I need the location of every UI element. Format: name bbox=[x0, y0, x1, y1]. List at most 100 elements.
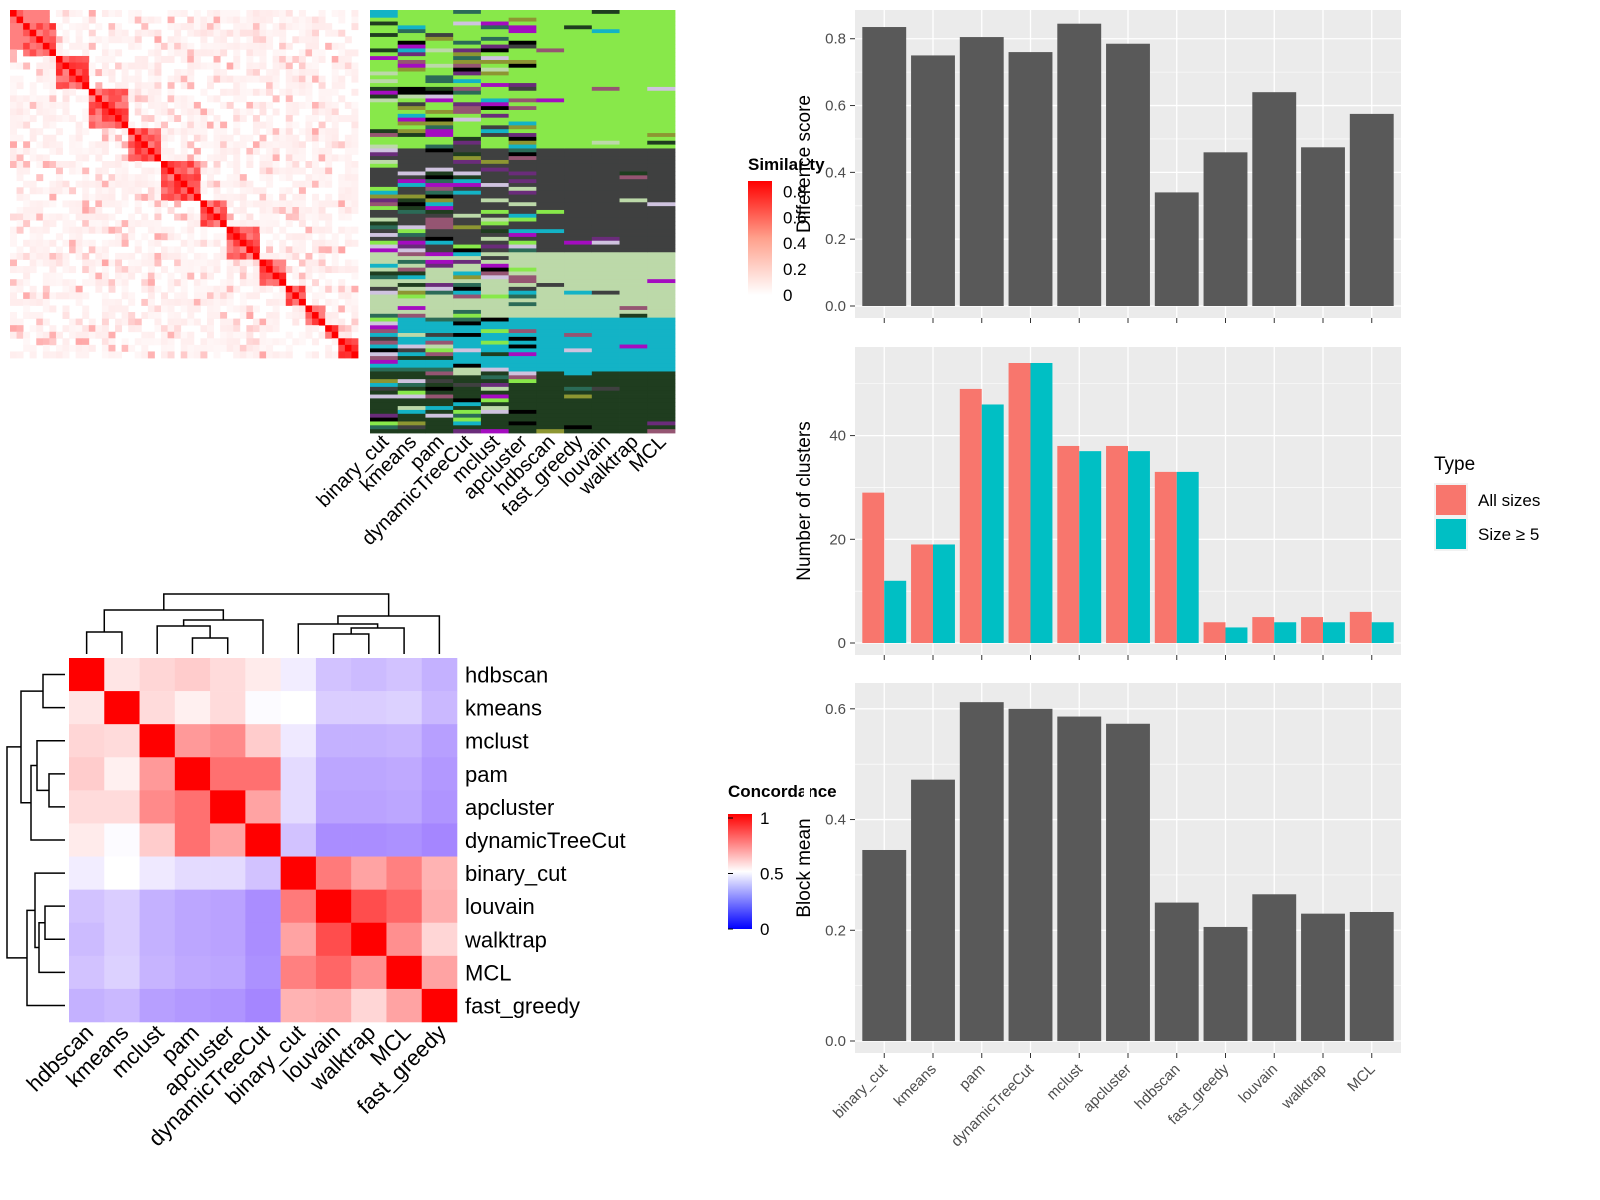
assignment-cell bbox=[425, 17, 454, 22]
similarity-cell bbox=[239, 42, 247, 50]
similarity-cell bbox=[180, 272, 188, 280]
assignment-cell bbox=[370, 359, 399, 365]
similarity-cell bbox=[115, 88, 123, 96]
similarity-cell bbox=[351, 167, 359, 175]
concordance-cell bbox=[245, 691, 281, 725]
assignment-cell bbox=[564, 202, 593, 207]
similarity-cell bbox=[10, 147, 17, 155]
similarity-cell bbox=[259, 88, 267, 96]
similarity-cell bbox=[36, 36, 44, 44]
similarity-cell bbox=[49, 272, 57, 280]
similarity-cell bbox=[266, 206, 274, 214]
concordance-cell bbox=[280, 790, 317, 824]
similarity-cell bbox=[233, 318, 241, 326]
assignment-cell bbox=[453, 48, 482, 53]
similarity-cell bbox=[285, 187, 293, 195]
similarity-cell bbox=[206, 338, 214, 346]
similarity-cell bbox=[174, 259, 182, 267]
similarity-cell bbox=[62, 266, 70, 274]
assignment-cell bbox=[480, 44, 510, 49]
assignment-cells bbox=[370, 10, 676, 434]
similarity-cell bbox=[108, 88, 116, 96]
assignment-cell bbox=[453, 359, 482, 365]
assignment-cell bbox=[619, 186, 648, 192]
x-tick-label: binary_cut bbox=[830, 1060, 892, 1122]
similarity-cell bbox=[174, 75, 182, 83]
similarity-cell bbox=[318, 88, 326, 96]
similarity-cell bbox=[285, 252, 293, 260]
assignment-cell bbox=[453, 402, 482, 407]
similarity-cell bbox=[55, 161, 63, 168]
assignment-cell bbox=[508, 329, 537, 334]
similarity-cell bbox=[174, 325, 182, 333]
similarity-cell bbox=[95, 55, 103, 63]
assignment-cell bbox=[564, 44, 593, 49]
assignment-cell bbox=[425, 413, 454, 419]
similarity-cell bbox=[174, 69, 182, 77]
similarity-cell bbox=[121, 318, 129, 326]
assignment-cell bbox=[370, 59, 399, 65]
similarity-cell bbox=[49, 108, 57, 116]
similarity-cell bbox=[259, 206, 267, 214]
similarity-cell bbox=[55, 174, 63, 182]
similarity-cell bbox=[115, 252, 123, 260]
assignment-cell bbox=[508, 125, 537, 130]
similarity-cell bbox=[180, 338, 188, 346]
assignment-cell bbox=[591, 198, 620, 203]
similarity-cell bbox=[108, 298, 116, 306]
similarity-cell bbox=[266, 325, 274, 333]
similarity-cell bbox=[42, 23, 50, 31]
similarity-cell bbox=[285, 292, 293, 300]
similarity-cell bbox=[193, 239, 201, 247]
similarity-cell bbox=[115, 305, 123, 313]
similarity-cell bbox=[213, 95, 221, 103]
similarity-cell bbox=[69, 200, 77, 208]
assignment-cell bbox=[591, 413, 620, 419]
assignment-cell bbox=[453, 129, 482, 134]
similarity-cell bbox=[318, 108, 326, 116]
similarity-cell bbox=[246, 351, 254, 359]
concordance-cell bbox=[139, 823, 176, 857]
similarity-cell bbox=[259, 75, 267, 83]
assignment-cell bbox=[619, 121, 648, 126]
similarity-cell bbox=[167, 193, 175, 201]
similarity-cell bbox=[16, 36, 24, 44]
similarity-cell bbox=[108, 226, 116, 234]
similarity-cell bbox=[36, 95, 44, 103]
similarity-cell bbox=[82, 200, 90, 208]
similarity-cell bbox=[42, 318, 50, 326]
assignment-cell bbox=[425, 379, 454, 384]
concordance-cell bbox=[280, 658, 317, 692]
assignment-cell bbox=[425, 136, 454, 142]
assignment-cell bbox=[564, 421, 593, 426]
concordance-cell bbox=[69, 988, 105, 1023]
similarity-cell bbox=[128, 298, 136, 306]
similarity-cell bbox=[167, 226, 175, 234]
similarity-cell bbox=[36, 49, 44, 57]
similarity-cell bbox=[206, 292, 214, 300]
similarity-cell bbox=[325, 108, 333, 116]
similarity-cell bbox=[95, 115, 103, 123]
similarity-cell bbox=[128, 272, 136, 280]
similarity-cell bbox=[305, 252, 313, 260]
similarity-cell bbox=[266, 200, 274, 208]
similarity-cell bbox=[213, 55, 221, 63]
assignment-cell bbox=[508, 117, 537, 122]
similarity-cell bbox=[128, 226, 136, 234]
similarity-cell bbox=[344, 55, 352, 63]
similarity-cell bbox=[252, 220, 260, 228]
similarity-cell bbox=[82, 344, 90, 352]
similarity-cell bbox=[29, 200, 37, 208]
similarity-cell bbox=[193, 187, 201, 195]
similarity-cell bbox=[29, 36, 37, 44]
assignment-cell bbox=[370, 352, 399, 357]
similarity-cell bbox=[49, 180, 57, 188]
dendrogram-link bbox=[85, 631, 123, 654]
similarity-cell bbox=[285, 128, 293, 136]
assignment-cell bbox=[425, 259, 454, 265]
similarity-cell bbox=[174, 233, 182, 241]
similarity-cell bbox=[16, 29, 24, 37]
bar-size-ge-5 bbox=[1128, 451, 1150, 643]
assignment-cell bbox=[425, 248, 454, 253]
